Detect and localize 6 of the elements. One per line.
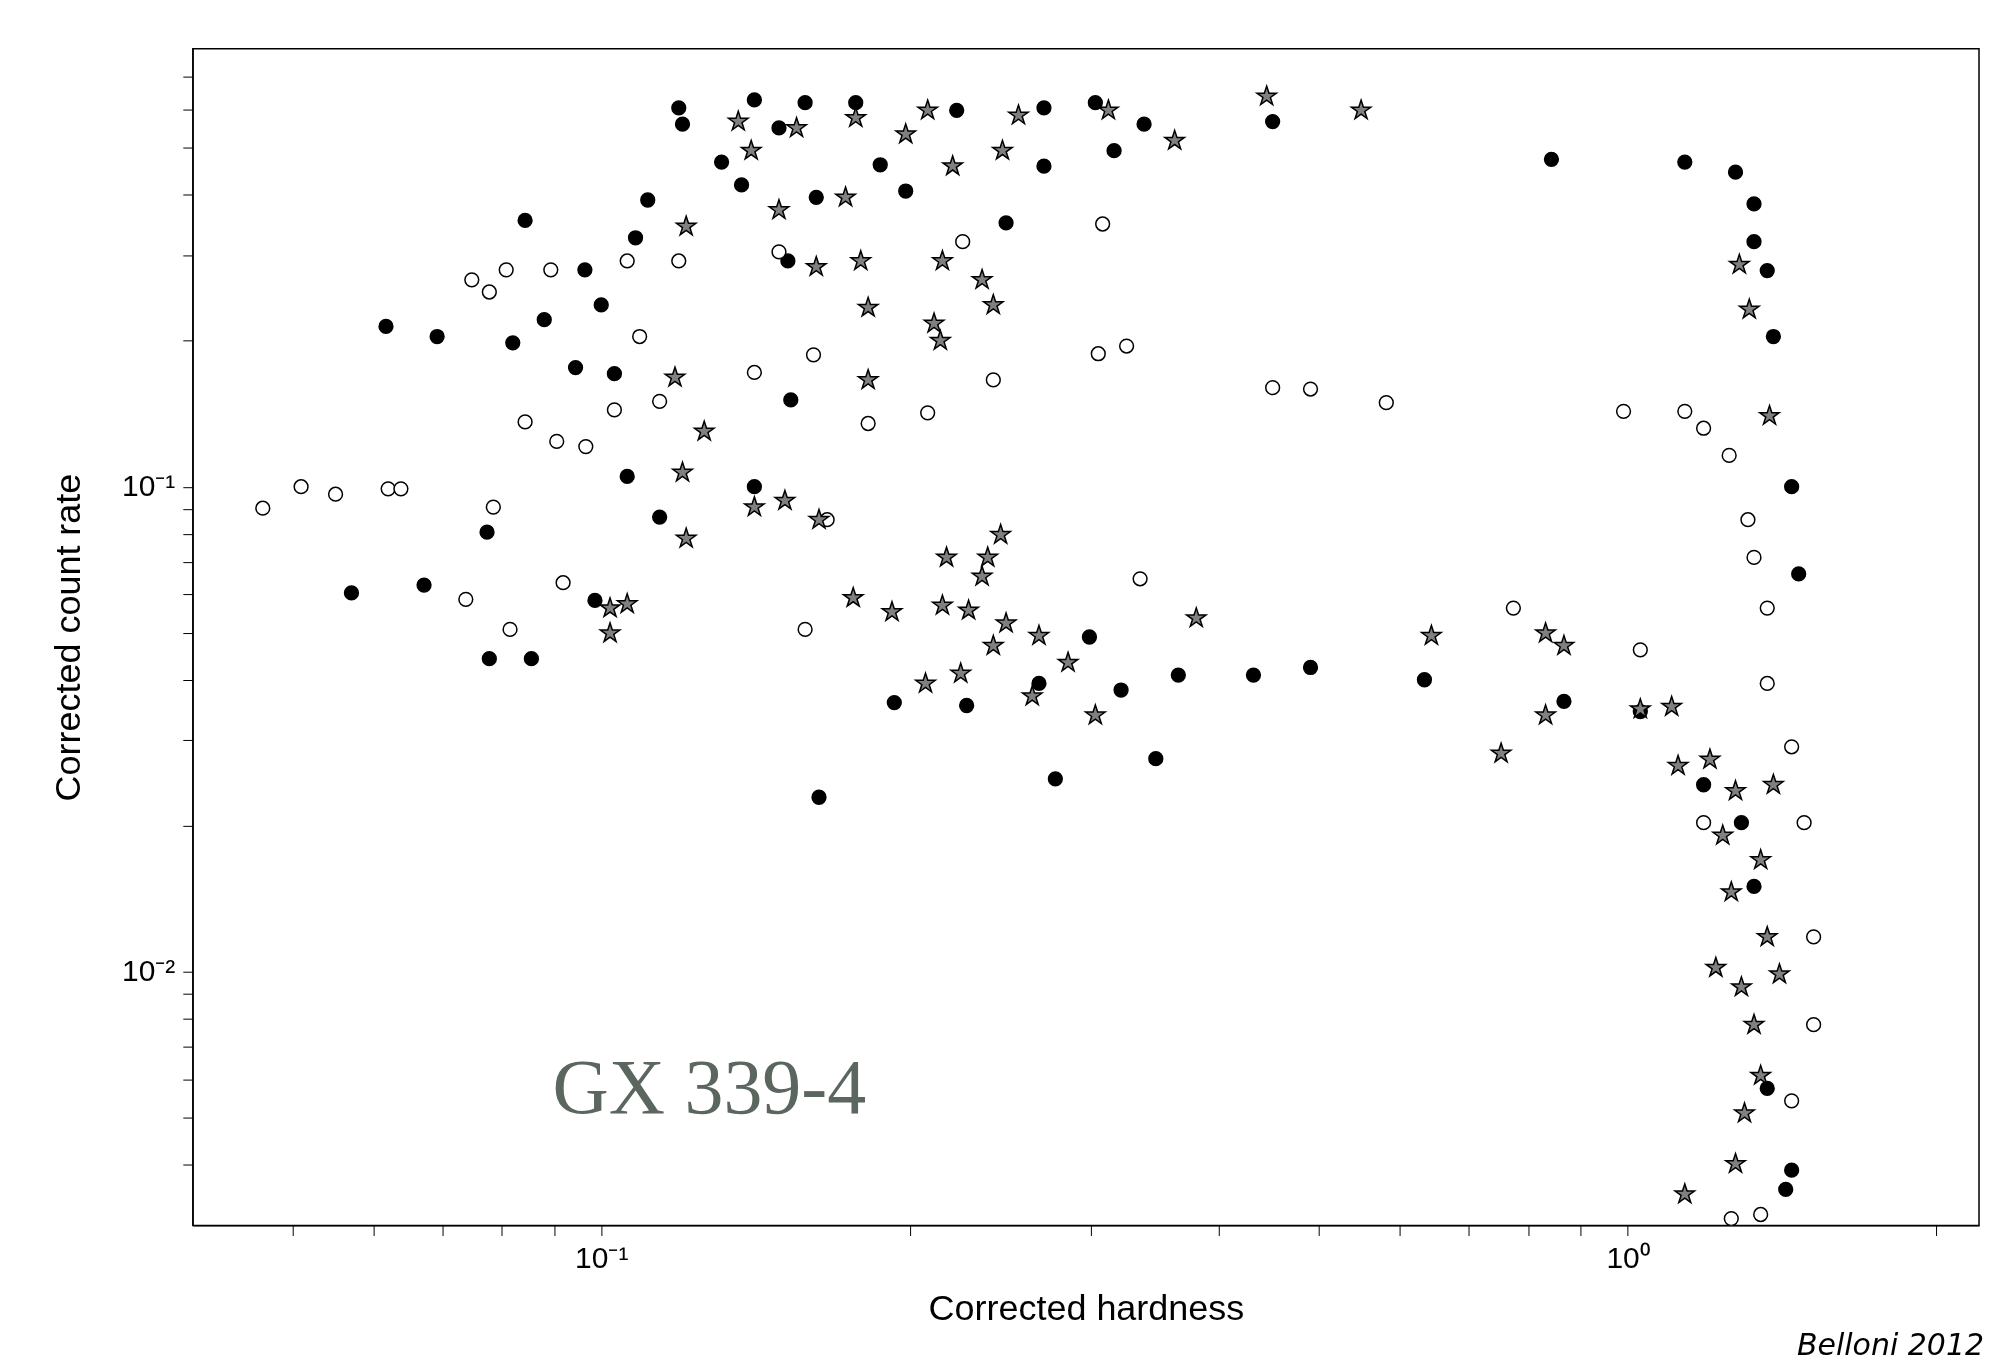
text: Belloni 2012 xyxy=(1796,1327,1985,1363)
y-axis-title: Corrected count rate xyxy=(47,473,89,802)
annotation: GX 339-4 xyxy=(552,1043,867,1130)
y-tick-label: 10⁻² xyxy=(122,954,176,988)
x-axis-title: Corrected hardness xyxy=(928,1286,1245,1328)
x-tick-label: 10⁰ xyxy=(1606,1240,1650,1274)
